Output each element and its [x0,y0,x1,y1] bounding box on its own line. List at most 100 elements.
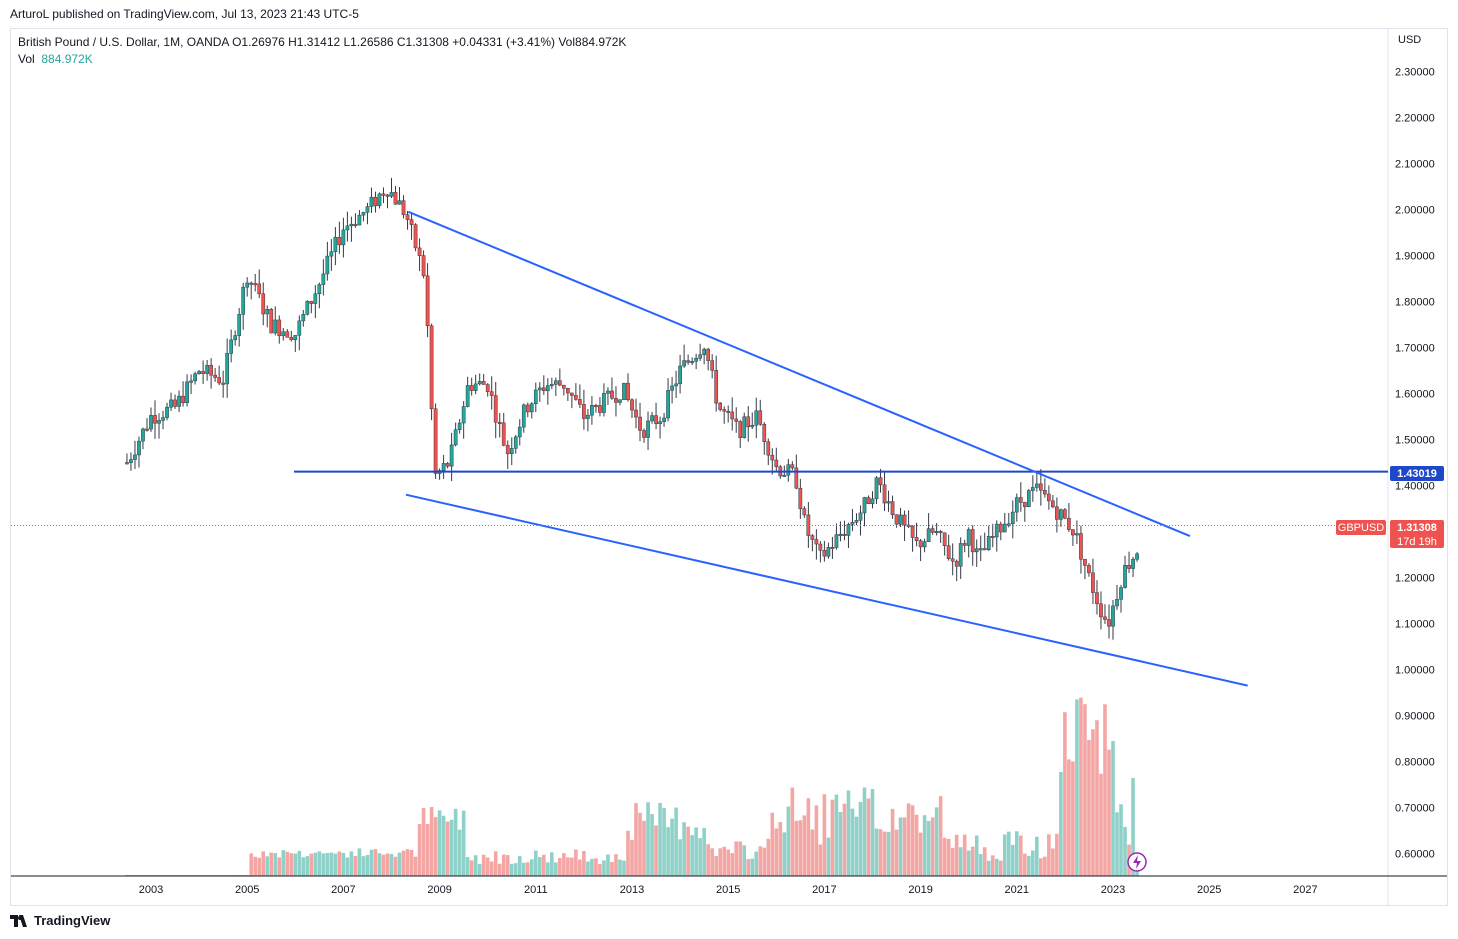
volume-bar-118 [598,863,602,876]
volume-bar-177 [834,794,839,876]
volume-bar-74 [421,807,426,876]
candle-body-46 [309,301,314,304]
volume-bar-38 [277,857,282,876]
volume-bar-59 [361,856,366,876]
candle-body-250 [1127,564,1131,569]
volume-bar-112 [574,849,578,876]
volume-bar-188 [878,829,883,876]
price-tick-11: 1.20000 [1395,573,1435,585]
volume-bar-137 [674,807,678,876]
candle-body-148 [718,402,723,410]
candle-body-244 [1103,616,1107,620]
candle-body-154 [742,416,747,438]
volume-bar-169 [802,815,807,876]
candle-body-132 [654,415,658,424]
candle-body-234 [1063,509,1067,519]
candle-body-6 [149,415,153,430]
volume-bar-93 [497,863,502,876]
candle-body-12 [173,399,177,407]
volume-bar-89 [481,854,486,876]
candle-body-140 [686,360,690,363]
year-tick-12: 2027 [1293,884,1317,896]
volume-bar-230 [1047,834,1051,876]
volume-bar-42 [293,853,298,876]
candle-body-196 [910,525,915,538]
candle-body-98 [517,426,522,438]
volume-bar-164 [782,832,787,876]
volume-bar-34 [261,851,266,876]
volume-bar-183 [858,801,863,876]
candle-body-57 [353,223,358,226]
price-tick-13: 1.00000 [1395,665,1435,677]
volume-bar-36 [269,852,274,876]
candle-body-191 [890,501,895,515]
candle-body-15 [185,381,189,404]
chart-frame [10,28,1448,906]
candle-body-123 [618,399,622,403]
volume-bar-33 [257,857,262,876]
volume-bar-132 [654,825,658,876]
candle-body-117 [594,405,598,408]
volume-bar-63 [377,853,382,876]
candle-body-69 [401,200,406,215]
year-tick-6: 2015 [716,884,740,896]
year-tick-4: 2011 [524,884,548,896]
volume-bar-78 [437,810,442,876]
candle-body-104 [541,387,546,392]
volume-bar-251 [1131,777,1135,876]
volume-bar-163 [778,822,783,876]
volume-bar-154 [742,845,747,876]
volume-bar-155 [746,859,751,876]
lower-trendline [405,493,1248,687]
candle-body-228 [1039,483,1043,491]
volume-bar-82 [453,808,458,876]
volume-bar-75 [425,824,430,876]
volume-bar-81 [449,819,454,876]
candle-body-38 [277,319,282,337]
volume-bar-77 [433,817,438,876]
candle-body-138 [678,365,682,385]
brand-footer[interactable]: TradingView [10,913,110,928]
volume-bar-181 [850,808,855,876]
volume-bar-187 [874,828,879,876]
candle-body-24 [221,382,226,385]
volume-bar-41 [289,853,294,876]
level-price-tag [1390,466,1444,481]
candle-body-241 [1091,572,1095,593]
candle-body-85 [465,385,470,407]
volume-bar-138 [678,839,682,876]
candle-body-144 [702,348,706,356]
volume-bar-139 [682,822,686,876]
candle-body-186 [870,498,875,504]
volume-bar-60 [365,854,370,876]
candle-body-143 [698,354,702,359]
candle-body-212 [974,548,979,553]
volume-bar-242 [1095,720,1099,876]
volume-bar-35 [265,856,270,876]
candle-body-59 [361,212,366,216]
volume-bar-197 [914,814,919,876]
candle-body-27 [233,335,238,341]
volume-bar-145 [706,844,710,876]
price-tick-0: 2.30000 [1395,67,1435,79]
volume-bar-134 [662,807,666,876]
candle-body-223 [1018,497,1023,503]
candle-body-245 [1107,619,1111,627]
volume-bar-32 [253,856,258,876]
volume-bar-180 [846,790,851,876]
volume-bar-168 [798,820,803,876]
candle-body-202 [934,531,939,534]
candle-body-76 [429,325,434,410]
candle-body-26 [229,339,234,354]
candle-body-84 [461,406,466,424]
volume-bar-47 [313,852,318,876]
volume-bar-148 [718,848,722,876]
candle-body-213 [978,548,983,551]
candle-body-82 [453,429,458,446]
year-tick-2: 2007 [331,884,355,896]
candle-body-48 [317,284,322,295]
candle-body-188 [878,477,883,486]
candle-body-32 [253,283,258,286]
volume-bar-76 [429,806,434,876]
